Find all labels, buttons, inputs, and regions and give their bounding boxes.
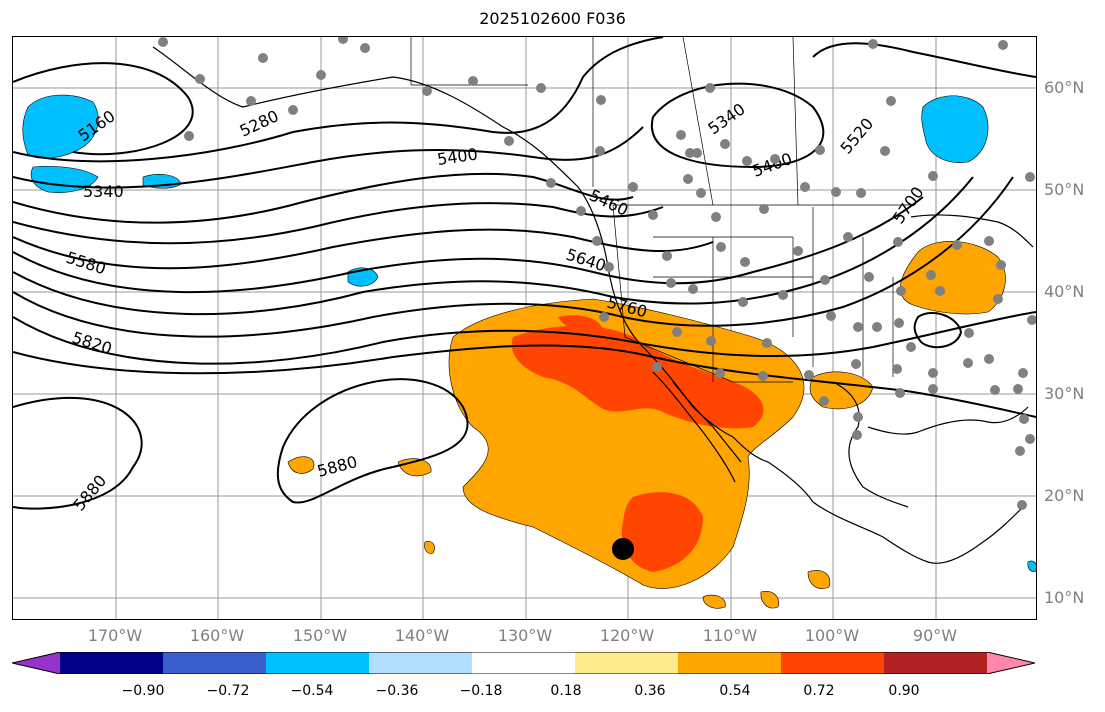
lon-label: 160°W	[189, 626, 245, 645]
contour-label: 5820	[70, 328, 115, 359]
colorbar-segment	[60, 652, 164, 674]
height-contours	[13, 37, 1036, 510]
contour-label: 5340	[83, 182, 124, 201]
contour-label: 5880	[70, 471, 111, 514]
colorbar-extend-low	[12, 652, 60, 674]
lat-label: 40°N	[1044, 282, 1085, 301]
colorbar-tick-label: 0.72	[803, 683, 835, 699]
lon-label: 130°W	[497, 626, 553, 645]
contour-label: 5280	[237, 106, 282, 140]
map-title: 2025102600 F036	[479, 9, 626, 28]
colorbar-segment	[472, 652, 576, 674]
contour-label-group: 5160 5280 5340 5400 5460 5520 5580 5640 …	[64, 99, 928, 514]
shading-positive-strong	[511, 315, 764, 572]
colorbar-tick-label: 0.18	[550, 683, 582, 699]
colorbar-extend-high	[987, 652, 1035, 674]
lat-label: 50°N	[1044, 180, 1085, 199]
lon-label: 100°W	[804, 626, 860, 645]
lat-label: 30°N	[1044, 384, 1085, 403]
map-svg: 5160 5280 5340 5400 5460 5520 5580 5640 …	[13, 37, 1036, 619]
contour-label: 5520	[837, 114, 878, 157]
station-dots	[158, 37, 1036, 510]
lat-label: 10°N	[1044, 588, 1085, 607]
contour-label: 5400	[750, 149, 795, 181]
colorbar-segment	[163, 652, 267, 674]
colorbar-tick-label: 0.54	[719, 683, 751, 699]
contour-label: 5340	[704, 99, 748, 138]
lat-label: 20°N	[1044, 486, 1085, 505]
colorbar-segment	[678, 652, 782, 674]
colorbar-segment	[266, 652, 370, 674]
contour-label: 5880	[315, 452, 359, 481]
colorbar-tick-label: −0.36	[375, 683, 419, 699]
colorbar-segments	[12, 652, 1035, 674]
colorbar-segment	[781, 652, 885, 674]
colorbar-segment	[575, 652, 679, 674]
contour-label: 5400	[436, 144, 479, 168]
colorbar-tick-label: −0.72	[206, 683, 250, 699]
map-panel[interactable]: 5160 5280 5340 5400 5460 5520 5580 5640 …	[12, 36, 1037, 620]
colorbar-tick-label: 0.90	[888, 683, 920, 699]
borders	[410, 37, 913, 383]
contour-label: 5580	[64, 248, 109, 279]
lon-label: 170°W	[87, 626, 143, 645]
colorbar-tick-label: −0.54	[290, 683, 334, 699]
shading-negative	[22, 94, 1036, 572]
colorbar-tick-label: 0.36	[634, 683, 666, 699]
colorbar-segment	[884, 652, 988, 674]
lon-label: 120°W	[599, 626, 655, 645]
lon-label: 110°W	[702, 626, 758, 645]
lon-label: 90°W	[912, 626, 958, 645]
lon-label: 150°W	[292, 626, 348, 645]
lon-label: 140°W	[394, 626, 450, 645]
storm-center-marker	[612, 538, 634, 560]
colorbar-segment	[369, 652, 473, 674]
colorbar-tick-label: −0.90	[121, 683, 165, 699]
lat-label: 60°N	[1044, 78, 1085, 97]
colorbar	[12, 652, 1035, 674]
coastlines	[152, 46, 1034, 564]
colorbar-tick-label: −0.18	[459, 683, 503, 699]
